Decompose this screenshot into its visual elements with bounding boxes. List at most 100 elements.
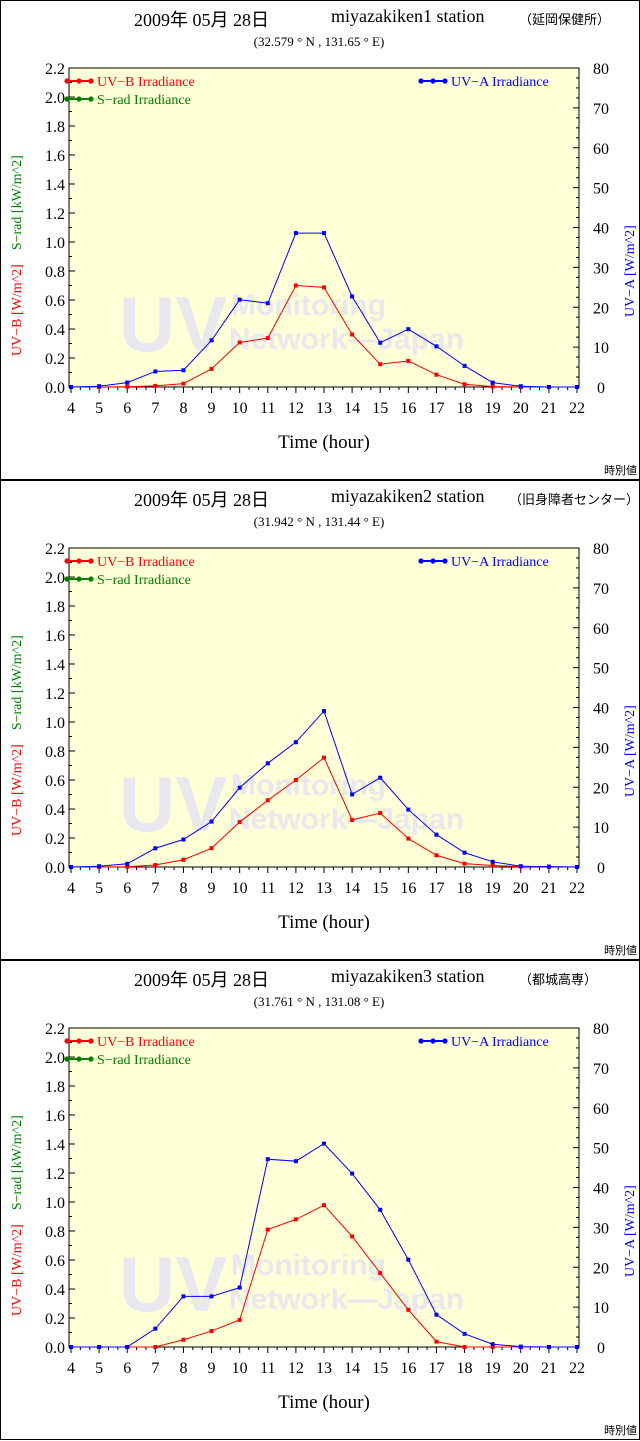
x-axis-tick-label: 4 [67,400,75,417]
legend-marker [76,576,82,582]
right-axis-tick-label: 20 [593,300,609,317]
left-axis-tick-label: 1.4 [45,657,65,674]
x-axis-tick-label: 13 [316,1360,332,1377]
legend-label: UV−B Irradiance [97,1035,195,1050]
data-point [181,837,186,842]
x-axis-tick-label: 17 [428,880,444,897]
left-axis-tick-label: 2.0 [45,1050,65,1067]
data-point [518,1344,523,1349]
right-axis-tick-label: 30 [593,260,609,277]
x-axis-tick-label: 14 [344,880,360,897]
data-point [265,336,270,341]
data-point [237,340,242,345]
data-point [153,1345,158,1349]
left-axis-tick-label: 2.2 [45,541,65,558]
data-point [181,368,186,373]
data-point [181,857,186,862]
legend-marker [430,1038,436,1044]
right-axis-tick-label: 0 [597,860,605,877]
data-point [209,846,214,851]
legend-marker [442,1038,448,1044]
data-point [153,862,158,867]
x-axis-tick-label: 12 [288,880,304,897]
data-point [125,380,130,385]
legend-label: UV−A Irradiance [451,555,549,570]
data-point [265,1227,270,1232]
watermark-uv: UV [119,1240,227,1328]
x-axis-tick-label: 8 [179,1360,187,1377]
x-axis-tick-label: 7 [151,1360,159,1377]
plot-area [69,68,579,387]
x-axis-tick-label: 22 [569,400,585,417]
left-axis-tick-label: 0.0 [45,1340,65,1357]
data-point [575,1345,579,1349]
x-axis-tick-label: 13 [316,400,332,417]
irradiance-chart: UV MonitoringNetwork—Japan0.00.20.40.60.8… [10,61,638,453]
left-axis-tick-label: 0.2 [45,1311,65,1328]
data-point [209,366,214,371]
left-axis-title: UV−B [W/m^2] S−rad [kW/m^2] [10,1115,25,1316]
right-axis-title: UV−A [W/m^2] [623,1185,638,1277]
srad-axis-title: S−rad [kW/m^2] [10,155,25,250]
legend-marker [76,1056,82,1062]
data-point [293,231,298,236]
legend-marker [76,78,82,84]
data-point [378,811,383,816]
station-name: miyazakiken1 station [331,6,485,26]
x-axis-tick-label: 21 [541,880,557,897]
data-point [322,285,326,290]
right-axis-tick-label: 40 [593,701,609,718]
hourly-values-label: 時別値 [604,944,637,957]
x-axis-tick-label: 4 [67,880,75,897]
panel-title: 2009年 05月 28日 miyazakiken1 station （延岡保健… [1,6,640,30]
data-point [434,1339,439,1344]
left-axis-tick-label: 2.2 [45,1021,65,1038]
data-point [322,755,326,760]
x-axis-tick-label: 11 [260,880,275,897]
right-axis-title: UV−A [W/m^2] [623,705,638,797]
data-point [434,853,439,858]
x-axis-tick-label: 10 [232,880,248,897]
legend-marker [64,1038,70,1044]
x-axis-tick-label: 5 [95,880,103,897]
data-point [125,861,130,866]
data-point [350,1171,355,1176]
right-axis-tick-label: 40 [593,1181,609,1198]
data-point [406,358,411,363]
watermark-network-japan: Network—Japan [229,323,464,356]
station-panel-2: 2009年 05月 28日 miyazakiken2 station （旧身障者… [0,480,640,960]
x-axis-tick-label: 6 [123,400,131,417]
left-axis-tick-label: 1.4 [45,177,65,194]
watermark-network-japan: Network—Japan [229,1283,464,1316]
x-axis-tick-label: 4 [67,1360,75,1377]
x-axis-tick-label: 8 [179,400,187,417]
data-point [322,1141,326,1146]
left-axis-tick-label: 1.0 [45,235,65,252]
data-point [350,294,355,299]
irradiance-chart: UV MonitoringNetwork—Japan0.00.20.40.60.8… [10,541,638,933]
right-axis-tick-label: 30 [593,740,609,757]
legend-marker [442,558,448,564]
x-axis-tick-label: 18 [457,880,473,897]
x-axis-tick-label: 5 [95,400,103,417]
x-axis-tick-label: 19 [485,1360,501,1377]
station-panel-1: 2009年 05月 28日 miyazakiken1 station （延岡保健… [0,0,640,480]
data-point [406,327,411,332]
data-point [209,1294,214,1299]
left-axis-tick-label: 1.6 [45,628,65,645]
right-axis-tick-label: 80 [593,61,609,78]
right-axis-tick-label: 30 [593,1220,609,1237]
data-point [490,1345,495,1349]
right-axis-tick-label: 0 [597,380,605,397]
right-axis-tick-label: 50 [593,661,609,678]
x-axis-tick-label: 21 [541,1360,557,1377]
right-axis-tick-label: 10 [593,340,609,357]
right-axis-tick-label: 70 [593,581,609,598]
x-axis-tick-label: 14 [344,1360,360,1377]
data-point [293,283,298,288]
srad-axis-title: S−rad [kW/m^2] [10,635,25,730]
x-axis-tick-label: 18 [457,1360,473,1377]
data-point [293,740,298,745]
legend-label: UV−B Irradiance [97,75,195,90]
data-point [490,859,495,864]
